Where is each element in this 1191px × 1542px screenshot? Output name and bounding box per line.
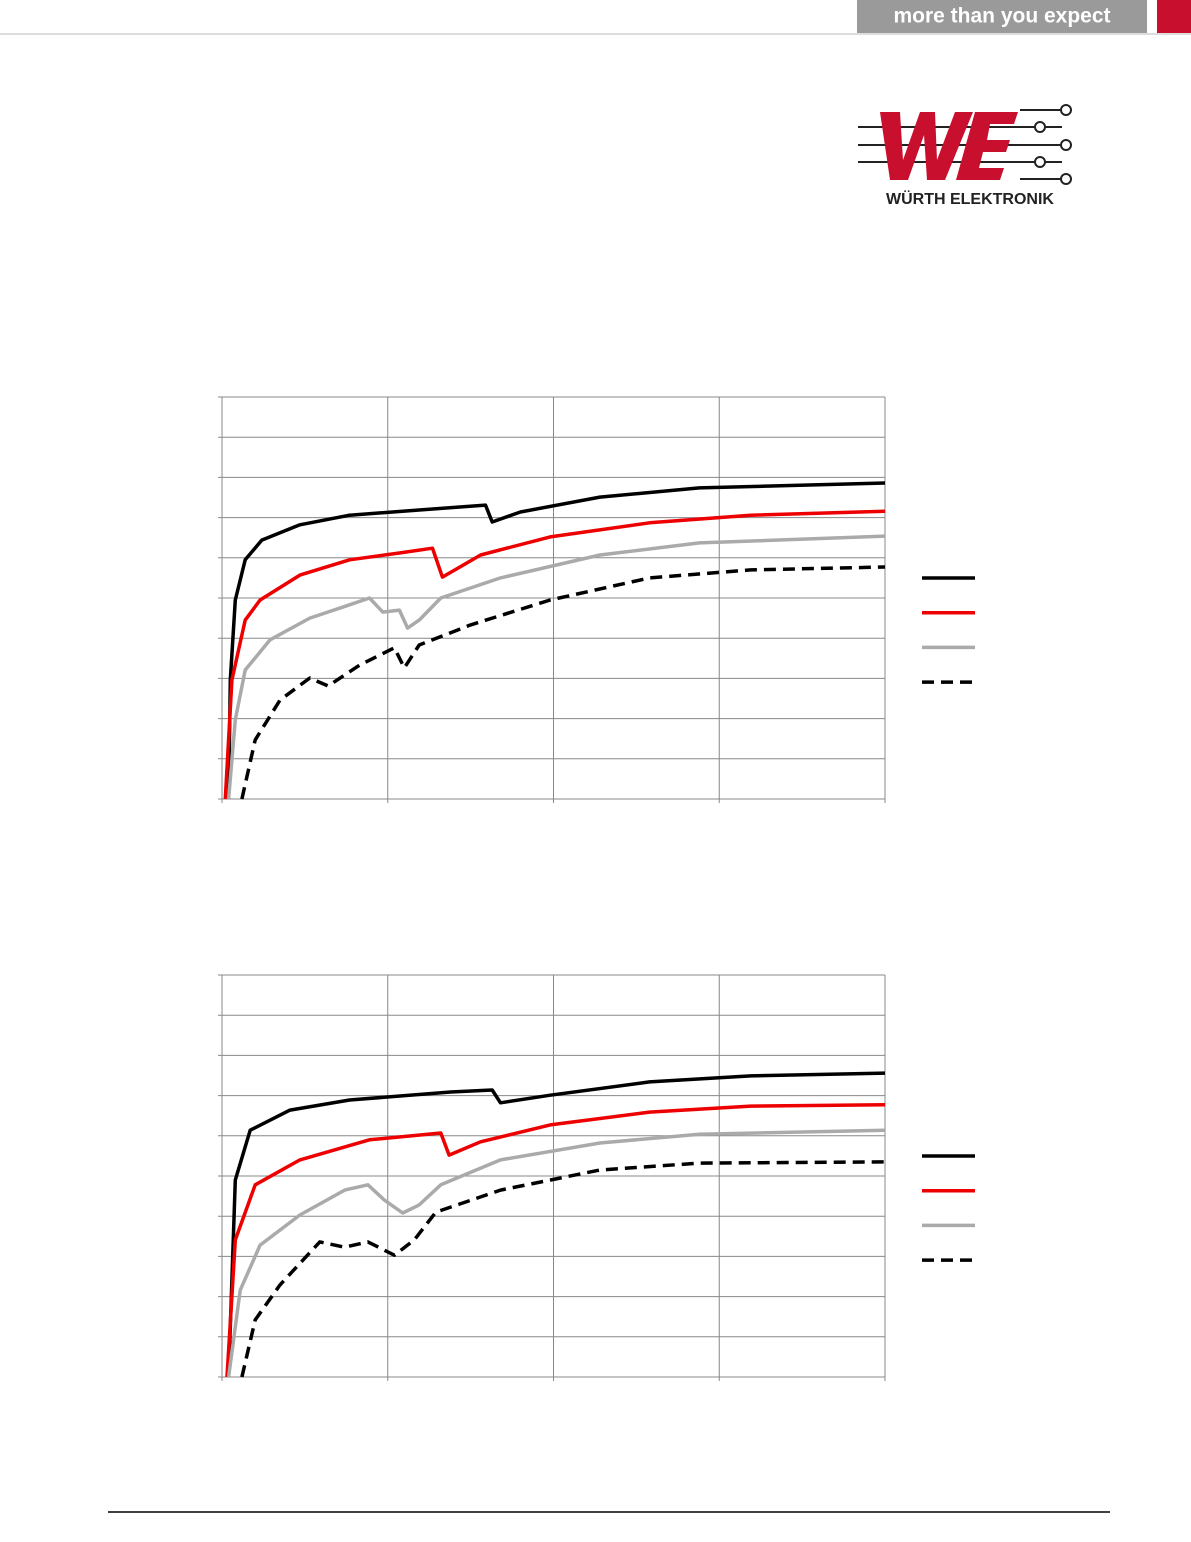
series-line bbox=[226, 534, 886, 800]
series-line bbox=[223, 509, 886, 800]
series-line bbox=[226, 1071, 886, 1378]
series-line bbox=[240, 1160, 886, 1378]
series-line bbox=[226, 1128, 886, 1378]
series-line bbox=[240, 565, 886, 800]
tagline: more than you expect bbox=[893, 5, 1110, 28]
logo-text: WÜRTH ELEKTRONIK bbox=[886, 189, 1054, 208]
series-line bbox=[226, 481, 886, 800]
tagline-box bbox=[857, 0, 1147, 33]
series-line bbox=[225, 1103, 886, 1378]
red-box bbox=[1157, 0, 1191, 33]
logo: WÜRTH ELEKTRONIK bbox=[858, 104, 1072, 208]
